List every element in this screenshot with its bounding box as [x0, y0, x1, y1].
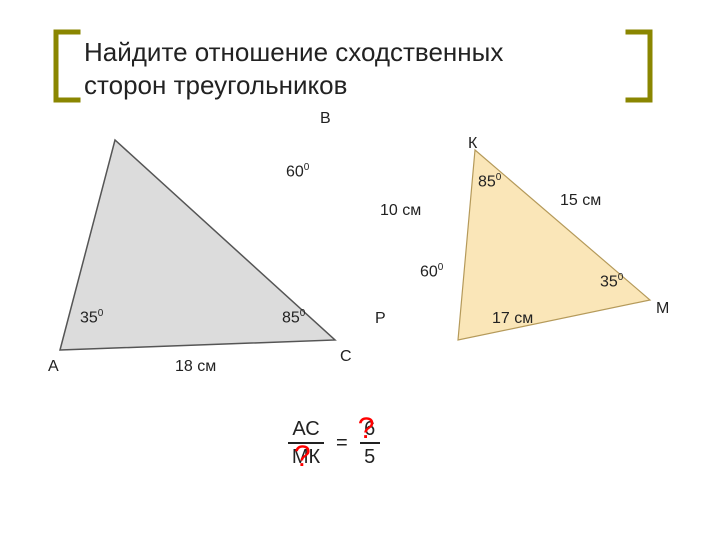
frac-eq: = [336, 432, 348, 455]
frac-num1: АС [292, 418, 319, 440]
vertex-c: С [340, 348, 352, 366]
side-ac-label: 18 см [175, 358, 216, 376]
side-kp-label: 17 см [492, 310, 533, 328]
angle-m: 350 [600, 272, 623, 291]
fraction-left: АС МК ? [288, 418, 324, 468]
side-km-label: 15 см [560, 192, 601, 210]
angle-60-top: 600 [286, 162, 309, 181]
ratio-fraction: АС МК ? = 6 5 ? [288, 418, 380, 468]
angle-60-bot: 600 [420, 262, 443, 281]
vertex-m: М [656, 300, 669, 318]
vertex-k: К [468, 135, 477, 153]
fraction-right: 6 5 ? [360, 418, 380, 468]
vertex-a: А [48, 358, 59, 376]
angle-c: 850 [282, 308, 305, 327]
angle-k: 850 [478, 172, 501, 191]
angle-a: 350 [80, 308, 103, 327]
frac-den2: 5 [364, 446, 375, 468]
vertex-b: В [320, 110, 331, 128]
side-10-label: 10 см [380, 202, 421, 220]
qmark-left: ? [294, 440, 311, 473]
vertex-p: Р [375, 310, 386, 328]
qmark-right: ? [358, 412, 375, 445]
